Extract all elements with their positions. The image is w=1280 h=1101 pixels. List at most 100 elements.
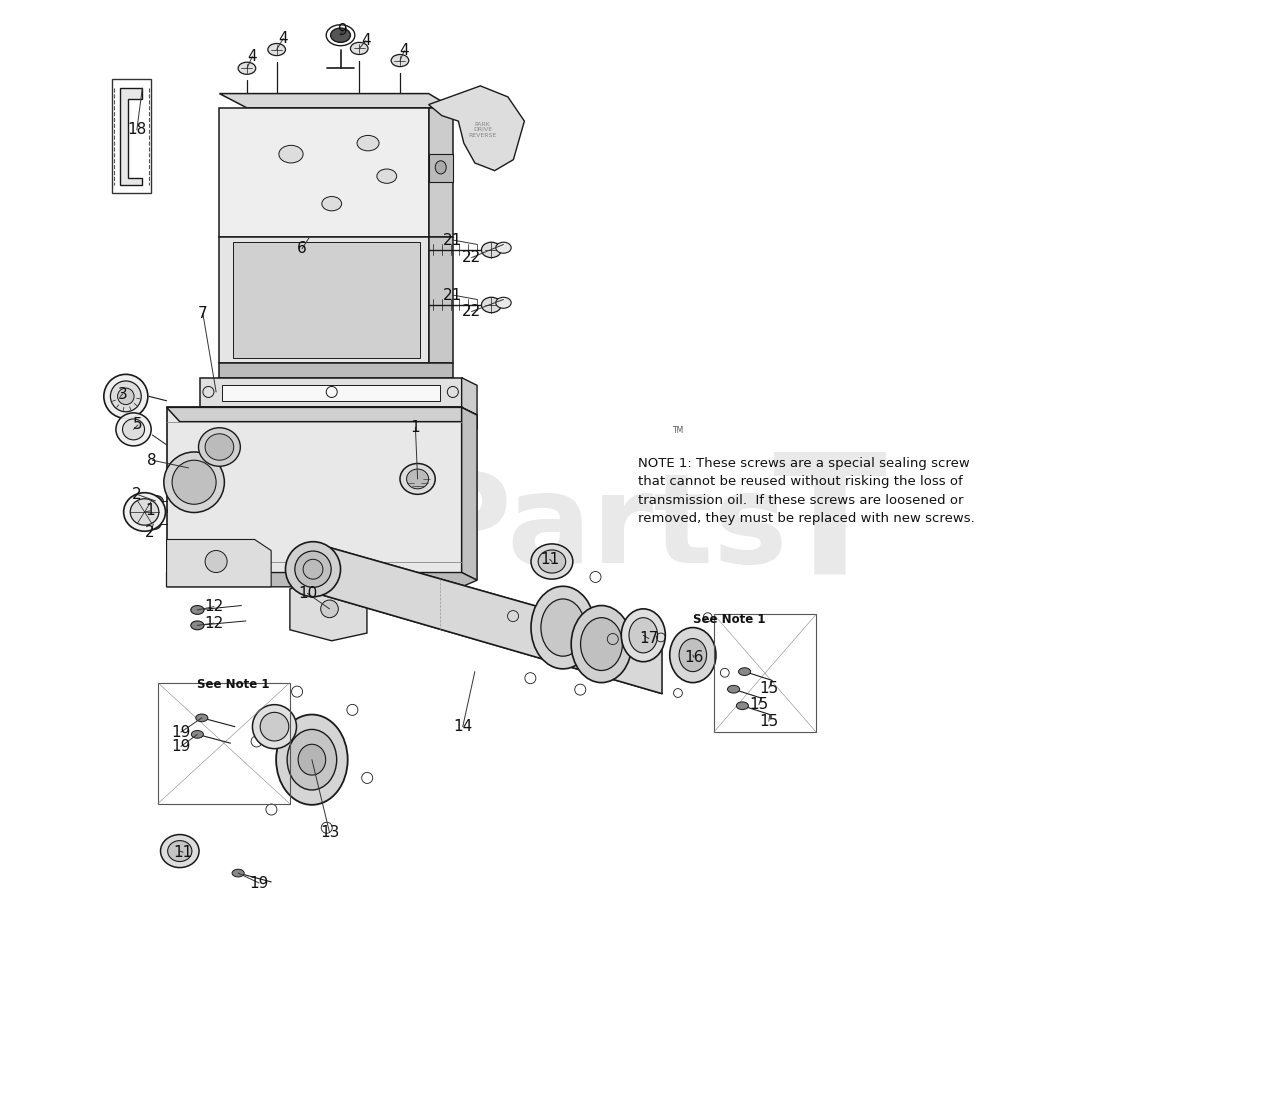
Text: 11: 11 [174, 844, 193, 860]
Ellipse shape [727, 685, 740, 694]
Ellipse shape [495, 297, 511, 308]
Ellipse shape [123, 418, 145, 440]
Polygon shape [166, 539, 271, 587]
Text: 17: 17 [639, 631, 658, 646]
Ellipse shape [198, 428, 241, 467]
Text: 12: 12 [205, 599, 224, 614]
Ellipse shape [531, 586, 595, 668]
Ellipse shape [407, 469, 429, 489]
Ellipse shape [116, 413, 151, 446]
Text: 21: 21 [443, 287, 462, 303]
Polygon shape [120, 88, 142, 185]
Polygon shape [219, 237, 429, 363]
Text: 10: 10 [298, 586, 317, 601]
Ellipse shape [191, 621, 204, 630]
Text: 6: 6 [297, 241, 307, 257]
Text: 22: 22 [462, 250, 481, 265]
Ellipse shape [294, 550, 332, 588]
Ellipse shape [680, 639, 707, 672]
Ellipse shape [252, 705, 297, 749]
Text: 11: 11 [540, 552, 559, 567]
Ellipse shape [581, 618, 622, 671]
Text: 16: 16 [685, 650, 704, 665]
Ellipse shape [131, 499, 159, 525]
Ellipse shape [541, 599, 585, 656]
Ellipse shape [205, 434, 234, 460]
Ellipse shape [160, 835, 200, 868]
Polygon shape [233, 242, 420, 358]
Ellipse shape [538, 549, 566, 574]
Polygon shape [429, 154, 453, 182]
Ellipse shape [285, 542, 340, 597]
Ellipse shape [628, 618, 658, 653]
Text: 15: 15 [759, 713, 778, 729]
Ellipse shape [736, 702, 749, 710]
Text: 8: 8 [147, 453, 157, 468]
Ellipse shape [268, 44, 285, 55]
Text: 1: 1 [411, 419, 420, 435]
Ellipse shape [191, 606, 204, 614]
Text: 2: 2 [145, 525, 155, 541]
Text: 19: 19 [250, 875, 269, 891]
Polygon shape [289, 573, 367, 641]
Text: 14: 14 [453, 719, 472, 734]
Text: 22: 22 [462, 304, 481, 319]
Text: NOTE 1: These screws are a special sealing screw
that cannot be reused without r: NOTE 1: These screws are a special seali… [637, 457, 974, 525]
Polygon shape [219, 108, 429, 237]
Text: See Note 1: See Note 1 [692, 613, 765, 626]
Ellipse shape [110, 381, 141, 412]
Text: 13: 13 [320, 825, 339, 840]
Ellipse shape [571, 606, 632, 683]
Text: 19: 19 [172, 724, 191, 740]
Ellipse shape [260, 712, 289, 741]
Ellipse shape [238, 63, 256, 75]
Text: 12: 12 [205, 615, 224, 631]
Text: 5: 5 [133, 417, 143, 433]
Ellipse shape [279, 145, 303, 163]
Polygon shape [462, 407, 477, 580]
Text: 21: 21 [443, 232, 462, 248]
Polygon shape [219, 94, 453, 108]
Polygon shape [166, 573, 477, 587]
Polygon shape [166, 407, 477, 429]
Text: PARK
DRIVE
REVERSE: PARK DRIVE REVERSE [468, 121, 497, 139]
Text: 7: 7 [198, 306, 207, 321]
Text: See Note 1: See Note 1 [197, 678, 270, 691]
Ellipse shape [146, 519, 161, 530]
Polygon shape [166, 407, 462, 573]
Ellipse shape [330, 28, 351, 43]
Text: 3: 3 [118, 386, 128, 402]
Ellipse shape [669, 628, 716, 683]
Ellipse shape [351, 43, 369, 54]
Polygon shape [429, 108, 453, 237]
Text: 4: 4 [361, 33, 371, 48]
Ellipse shape [376, 170, 397, 184]
Ellipse shape [357, 135, 379, 151]
Ellipse shape [399, 464, 435, 494]
Text: 4: 4 [247, 48, 257, 64]
Ellipse shape [196, 715, 207, 722]
Polygon shape [429, 237, 453, 363]
Ellipse shape [118, 389, 134, 405]
Text: 1: 1 [145, 503, 155, 519]
Text: TM: TM [673, 426, 685, 435]
Ellipse shape [621, 609, 666, 662]
Polygon shape [321, 545, 662, 694]
Ellipse shape [435, 161, 447, 174]
Ellipse shape [321, 196, 342, 211]
Polygon shape [429, 86, 525, 171]
Text: Parts: Parts [420, 468, 788, 589]
Ellipse shape [276, 715, 348, 805]
Text: 9: 9 [338, 23, 348, 39]
Ellipse shape [148, 495, 164, 506]
Ellipse shape [168, 841, 192, 861]
Ellipse shape [232, 870, 244, 876]
Text: 4: 4 [399, 43, 410, 58]
Ellipse shape [124, 493, 165, 532]
Circle shape [321, 600, 338, 618]
Ellipse shape [104, 374, 148, 418]
Text: 19: 19 [172, 739, 191, 754]
Ellipse shape [298, 744, 325, 775]
Ellipse shape [191, 731, 204, 739]
Ellipse shape [287, 729, 337, 789]
